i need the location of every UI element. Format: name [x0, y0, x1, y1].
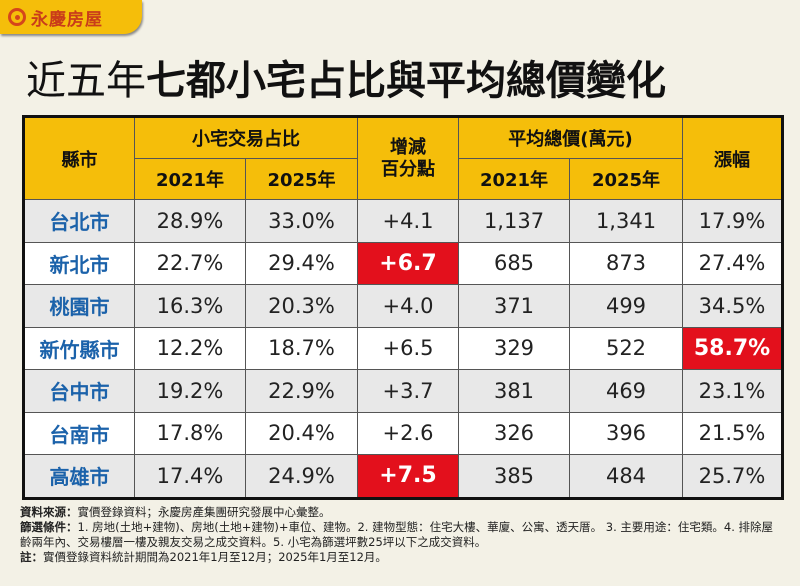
header-price: 平均總價(萬元) [457, 116, 684, 159]
header-city: 縣市 [23, 116, 135, 200]
cell-rise: 27.4% [682, 241, 784, 285]
cell-s21: 17.4% [134, 454, 246, 499]
filter-text: 1. 房地(土地+建物)、房地(土地+建物)+車位、建物。2. 建物型態：住宅大… [20, 520, 774, 549]
cell-city: 新竹縣市 [23, 326, 135, 370]
filter-label: 篩選條件： [20, 520, 78, 534]
cell-p21: 329 [458, 326, 570, 370]
table-row: 新北市 22.7% 29.4% +6.7 685 873 27.4% [23, 241, 784, 285]
cell-chg: +6.5 [357, 326, 459, 370]
cell-s21: 22.7% [134, 241, 246, 285]
header-change: 增減 百分點 [357, 116, 459, 200]
cell-s25: 20.4% [245, 411, 358, 455]
cell-chg: +4.0 [357, 284, 459, 328]
table-row: 桃園市 16.3% 20.3% +4.0 371 499 34.5% [23, 284, 784, 328]
cell-p25: 484 [568, 454, 684, 499]
cell-s25: 29.4% [245, 241, 358, 285]
data-table: 縣市 小宅交易占比 增減 百分點 平均總價(萬元) 漲幅 2021年 2025年… [22, 115, 785, 500]
header-rise: 漲幅 [682, 116, 784, 200]
cell-city: 高雄市 [23, 454, 135, 499]
cell-s21: 19.2% [134, 369, 246, 413]
title-light: 近五年 [26, 58, 146, 104]
cell-s25: 18.7% [245, 326, 358, 370]
table-row: 高雄市 17.4% 24.9% +7.5 385 484 25.7% [23, 454, 784, 499]
cell-p21: 385 [458, 454, 570, 499]
title-bold: 七都小宅占比與平均總價變化 [146, 58, 666, 104]
cell-city: 新北市 [23, 241, 135, 285]
brand-logo: 永慶房屋 [0, 0, 142, 34]
logo-text: 永慶房屋 [31, 9, 103, 30]
page-title: 近五年七都小宅占比與平均總價變化 [26, 48, 666, 106]
cell-p25: 522 [568, 326, 684, 370]
header-price-2021: 2021年 [458, 158, 570, 200]
header-price-2025: 2025年 [568, 158, 684, 200]
table-row: 新竹縣市 12.2% 18.7% +6.5 329 522 58.7% [23, 326, 784, 370]
note-label: 註： [20, 550, 43, 564]
logo-icon [8, 8, 26, 26]
cell-chg: +4.1 [357, 199, 459, 243]
header-share-2021: 2021年 [134, 158, 246, 200]
source-label: 資料來源： [20, 505, 78, 519]
cell-city: 台北市 [23, 199, 135, 243]
footnotes: 資料來源：實價登錄資料；永慶房產集團研究發展中心彙整。 篩選條件：1. 房地(土… [20, 505, 780, 565]
cell-p25: 469 [568, 369, 684, 413]
cell-s21: 28.9% [134, 199, 246, 243]
cell-p25: 396 [568, 411, 684, 455]
cell-s21: 12.2% [134, 326, 246, 370]
cell-p21: 371 [458, 284, 570, 328]
cell-city: 台南市 [23, 411, 135, 455]
cell-p21: 381 [458, 369, 570, 413]
table-row: 台南市 17.8% 20.4% +2.6 326 396 21.5% [23, 411, 784, 455]
cell-city: 桃園市 [23, 284, 135, 328]
cell-p21: 685 [458, 241, 570, 285]
cell-s25: 20.3% [245, 284, 358, 328]
table-row: 台中市 19.2% 22.9% +3.7 381 469 23.1% [23, 369, 784, 413]
header-share: 小宅交易占比 [134, 116, 358, 159]
source-text: 實價登錄資料；永慶房產集團研究發展中心彙整。 [77, 505, 331, 519]
cell-s21: 17.8% [134, 411, 246, 455]
cell-p21: 326 [458, 411, 570, 455]
cell-p25: 499 [568, 284, 684, 328]
cell-rise: 23.1% [682, 369, 784, 413]
cell-city: 台中市 [23, 369, 135, 413]
cell-chg: +2.6 [357, 411, 459, 455]
note-text: 實價登錄資料統計期間為2021年1月至12月；2025年1月至12月。 [43, 550, 387, 564]
cell-chg: +6.7 [357, 241, 459, 285]
cell-s25: 22.9% [245, 369, 358, 413]
cell-rise: 34.5% [682, 284, 784, 328]
cell-rise: 21.5% [682, 411, 784, 455]
cell-p25: 873 [568, 241, 684, 285]
cell-chg: +3.7 [357, 369, 459, 413]
cell-p25: 1,341 [568, 199, 684, 243]
cell-s25: 24.9% [245, 454, 358, 499]
cell-p21: 1,137 [458, 199, 570, 243]
cell-chg: +7.5 [357, 454, 459, 499]
cell-s25: 33.0% [245, 199, 358, 243]
cell-rise: 25.7% [682, 454, 784, 499]
cell-s21: 16.3% [134, 284, 246, 328]
cell-rise: 17.9% [682, 199, 784, 243]
cell-rise: 58.7% [682, 326, 784, 370]
header-share-2025: 2025年 [245, 158, 358, 200]
table-row: 台北市 28.9% 33.0% +4.1 1,137 1,341 17.9% [23, 199, 784, 243]
